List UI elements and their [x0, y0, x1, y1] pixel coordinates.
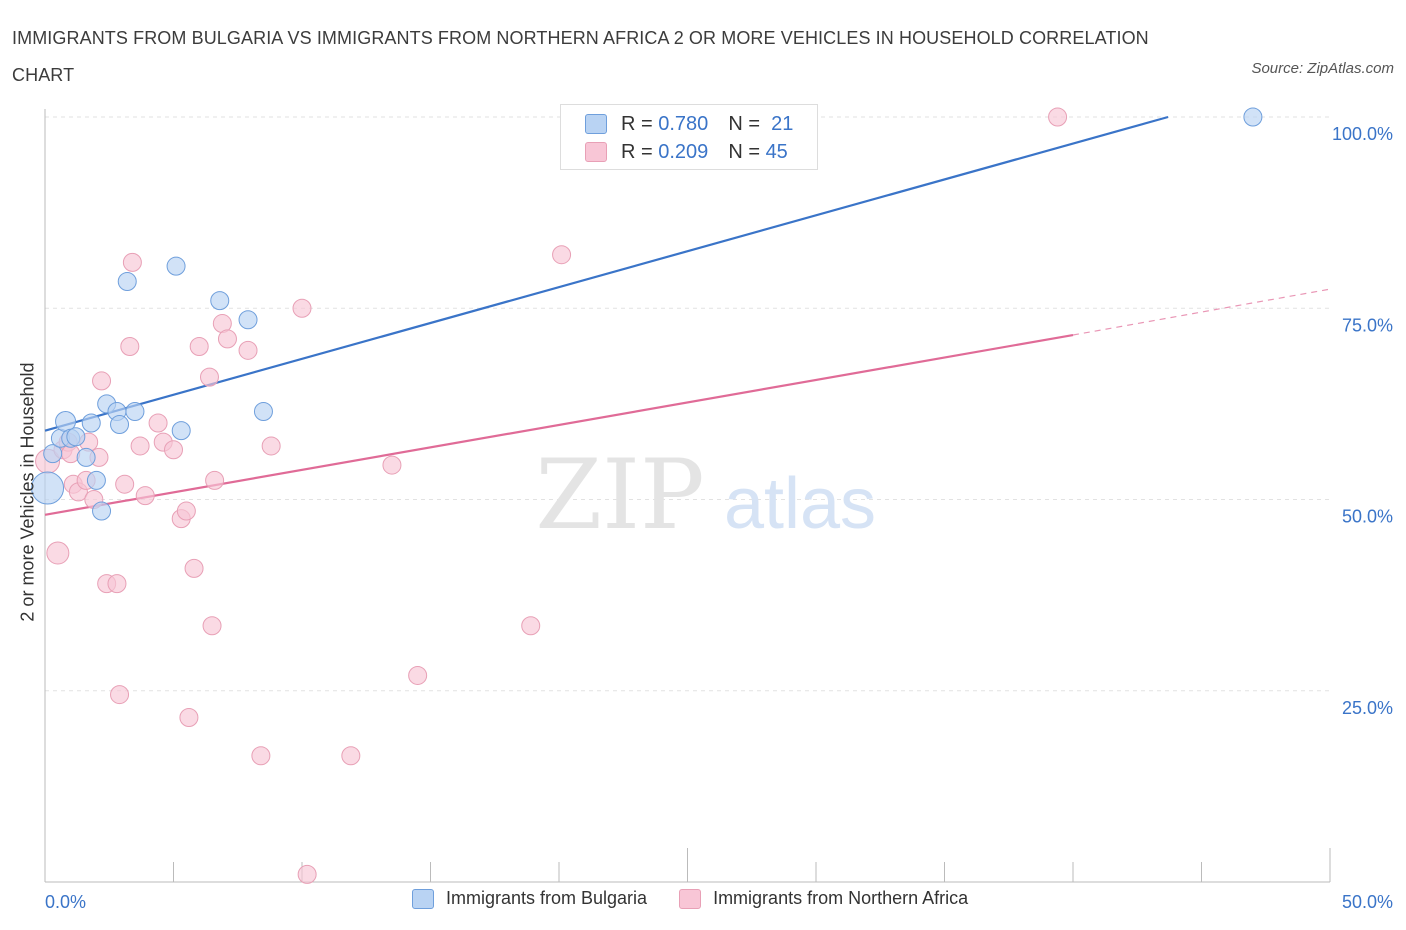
point-nafrica	[205, 470, 225, 490]
point-bulgaria	[253, 402, 273, 422]
grid-lines	[45, 116, 1330, 692]
point-bulgaria	[43, 444, 63, 464]
point-nafrica	[148, 413, 168, 433]
x-tick-label: 50.0%	[1342, 892, 1393, 912]
point-bulgaria	[81, 413, 101, 433]
point-bulgaria	[31, 471, 65, 505]
point-bulgaria	[117, 271, 137, 291]
n-value: 45	[765, 140, 788, 163]
bulgaria-swatch	[412, 888, 434, 909]
trend-line-bulgaria	[44, 115, 1169, 432]
nafrica-swatch	[585, 142, 607, 162]
point-nafrica	[552, 245, 572, 265]
point-nafrica	[408, 665, 428, 685]
point-bulgaria	[166, 256, 186, 276]
point-nafrica	[521, 616, 541, 636]
watermark: ZIP atlas	[535, 439, 876, 551]
y-tick-label: 75.0%	[1342, 315, 1393, 335]
point-nafrica	[189, 337, 209, 356]
chart-title: IMMIGRANTS FROM BULGARIA VS IMMIGRANTS F…	[12, 28, 1149, 85]
point-nafrica	[176, 501, 196, 521]
point-nafrica	[92, 371, 112, 391]
legend-label-nafrica: Immigrants from Northern Africa	[713, 888, 969, 908]
point-bulgaria	[238, 310, 258, 330]
point-nafrica	[120, 337, 140, 356]
nafrica-swatch	[679, 888, 702, 909]
point-nafrica	[251, 746, 271, 766]
r-label: R =	[621, 140, 653, 163]
tick-labels: 25.0% 50.0% 75.0% 100.0% 0.0% 50.0%	[45, 124, 1393, 912]
point-nafrica	[122, 252, 142, 272]
r-value: 0.209	[658, 140, 709, 163]
y-tick-label: 25.0%	[1342, 698, 1393, 718]
point-nafrica	[115, 474, 135, 494]
y-axis-label: 2 or more Vehicles in Household	[17, 362, 38, 622]
legend-label-bulgaria: Immigrants from Bulgaria	[446, 888, 648, 908]
point-nafrica	[130, 436, 150, 456]
point-bulgaria	[92, 501, 112, 521]
point-nafrica	[261, 436, 281, 456]
legend-item-bulgaria: Immigrants from Bulgaria	[412, 888, 647, 909]
watermark-atlas: atlas	[724, 464, 876, 544]
x-tick-label: 0.0%	[45, 892, 86, 912]
data-points	[31, 107, 1263, 884]
point-bulgaria	[125, 402, 145, 422]
point-nafrica	[164, 440, 183, 460]
point-nafrica	[107, 574, 127, 594]
trend-line-nafrica-extension	[1072, 288, 1331, 336]
y-tick-label: 100.0%	[1332, 124, 1393, 144]
watermark-zip: ZIP	[535, 439, 704, 551]
point-nafrica	[199, 367, 219, 387]
point-nafrica	[46, 541, 70, 565]
n-label: N =	[728, 140, 760, 163]
point-nafrica	[110, 685, 130, 705]
point-nafrica	[135, 486, 155, 506]
source-label: Source: ZipAtlas.com	[1251, 60, 1394, 77]
r-label: R =	[621, 112, 653, 135]
point-nafrica	[297, 864, 317, 884]
bulgaria-swatch	[585, 114, 607, 134]
n-label: N =	[728, 112, 760, 135]
point-nafrica	[1048, 107, 1068, 127]
point-bulgaria	[66, 427, 86, 447]
legend-item-nafrica: Immigrants from Northern Africa	[679, 888, 968, 909]
point-bulgaria	[76, 447, 96, 467]
point-bulgaria	[1243, 107, 1263, 127]
point-nafrica	[292, 298, 312, 318]
r-value: 0.780	[658, 112, 709, 135]
point-nafrica	[238, 340, 258, 360]
n-value: 21	[771, 112, 794, 135]
correlation-legend: R = 0.780 N = 21 R = 0.209 N = 45	[560, 104, 818, 170]
point-bulgaria	[110, 415, 130, 435]
point-nafrica	[217, 329, 237, 349]
point-bulgaria	[86, 470, 106, 490]
point-nafrica	[179, 708, 199, 728]
legend-row-bulgaria: R = 0.780 N = 21	[585, 111, 793, 137]
point-bulgaria	[210, 291, 230, 311]
point-nafrica	[382, 455, 402, 475]
point-nafrica	[184, 558, 204, 578]
y-tick-label: 50.0%	[1342, 507, 1393, 527]
legend-row-nafrica: R = 0.209 N = 45	[585, 139, 788, 165]
point-nafrica	[341, 746, 361, 766]
point-bulgaria	[171, 421, 191, 441]
series-legend: Immigrants from Bulgaria Immigrants from…	[412, 888, 1000, 909]
point-nafrica	[202, 616, 222, 636]
